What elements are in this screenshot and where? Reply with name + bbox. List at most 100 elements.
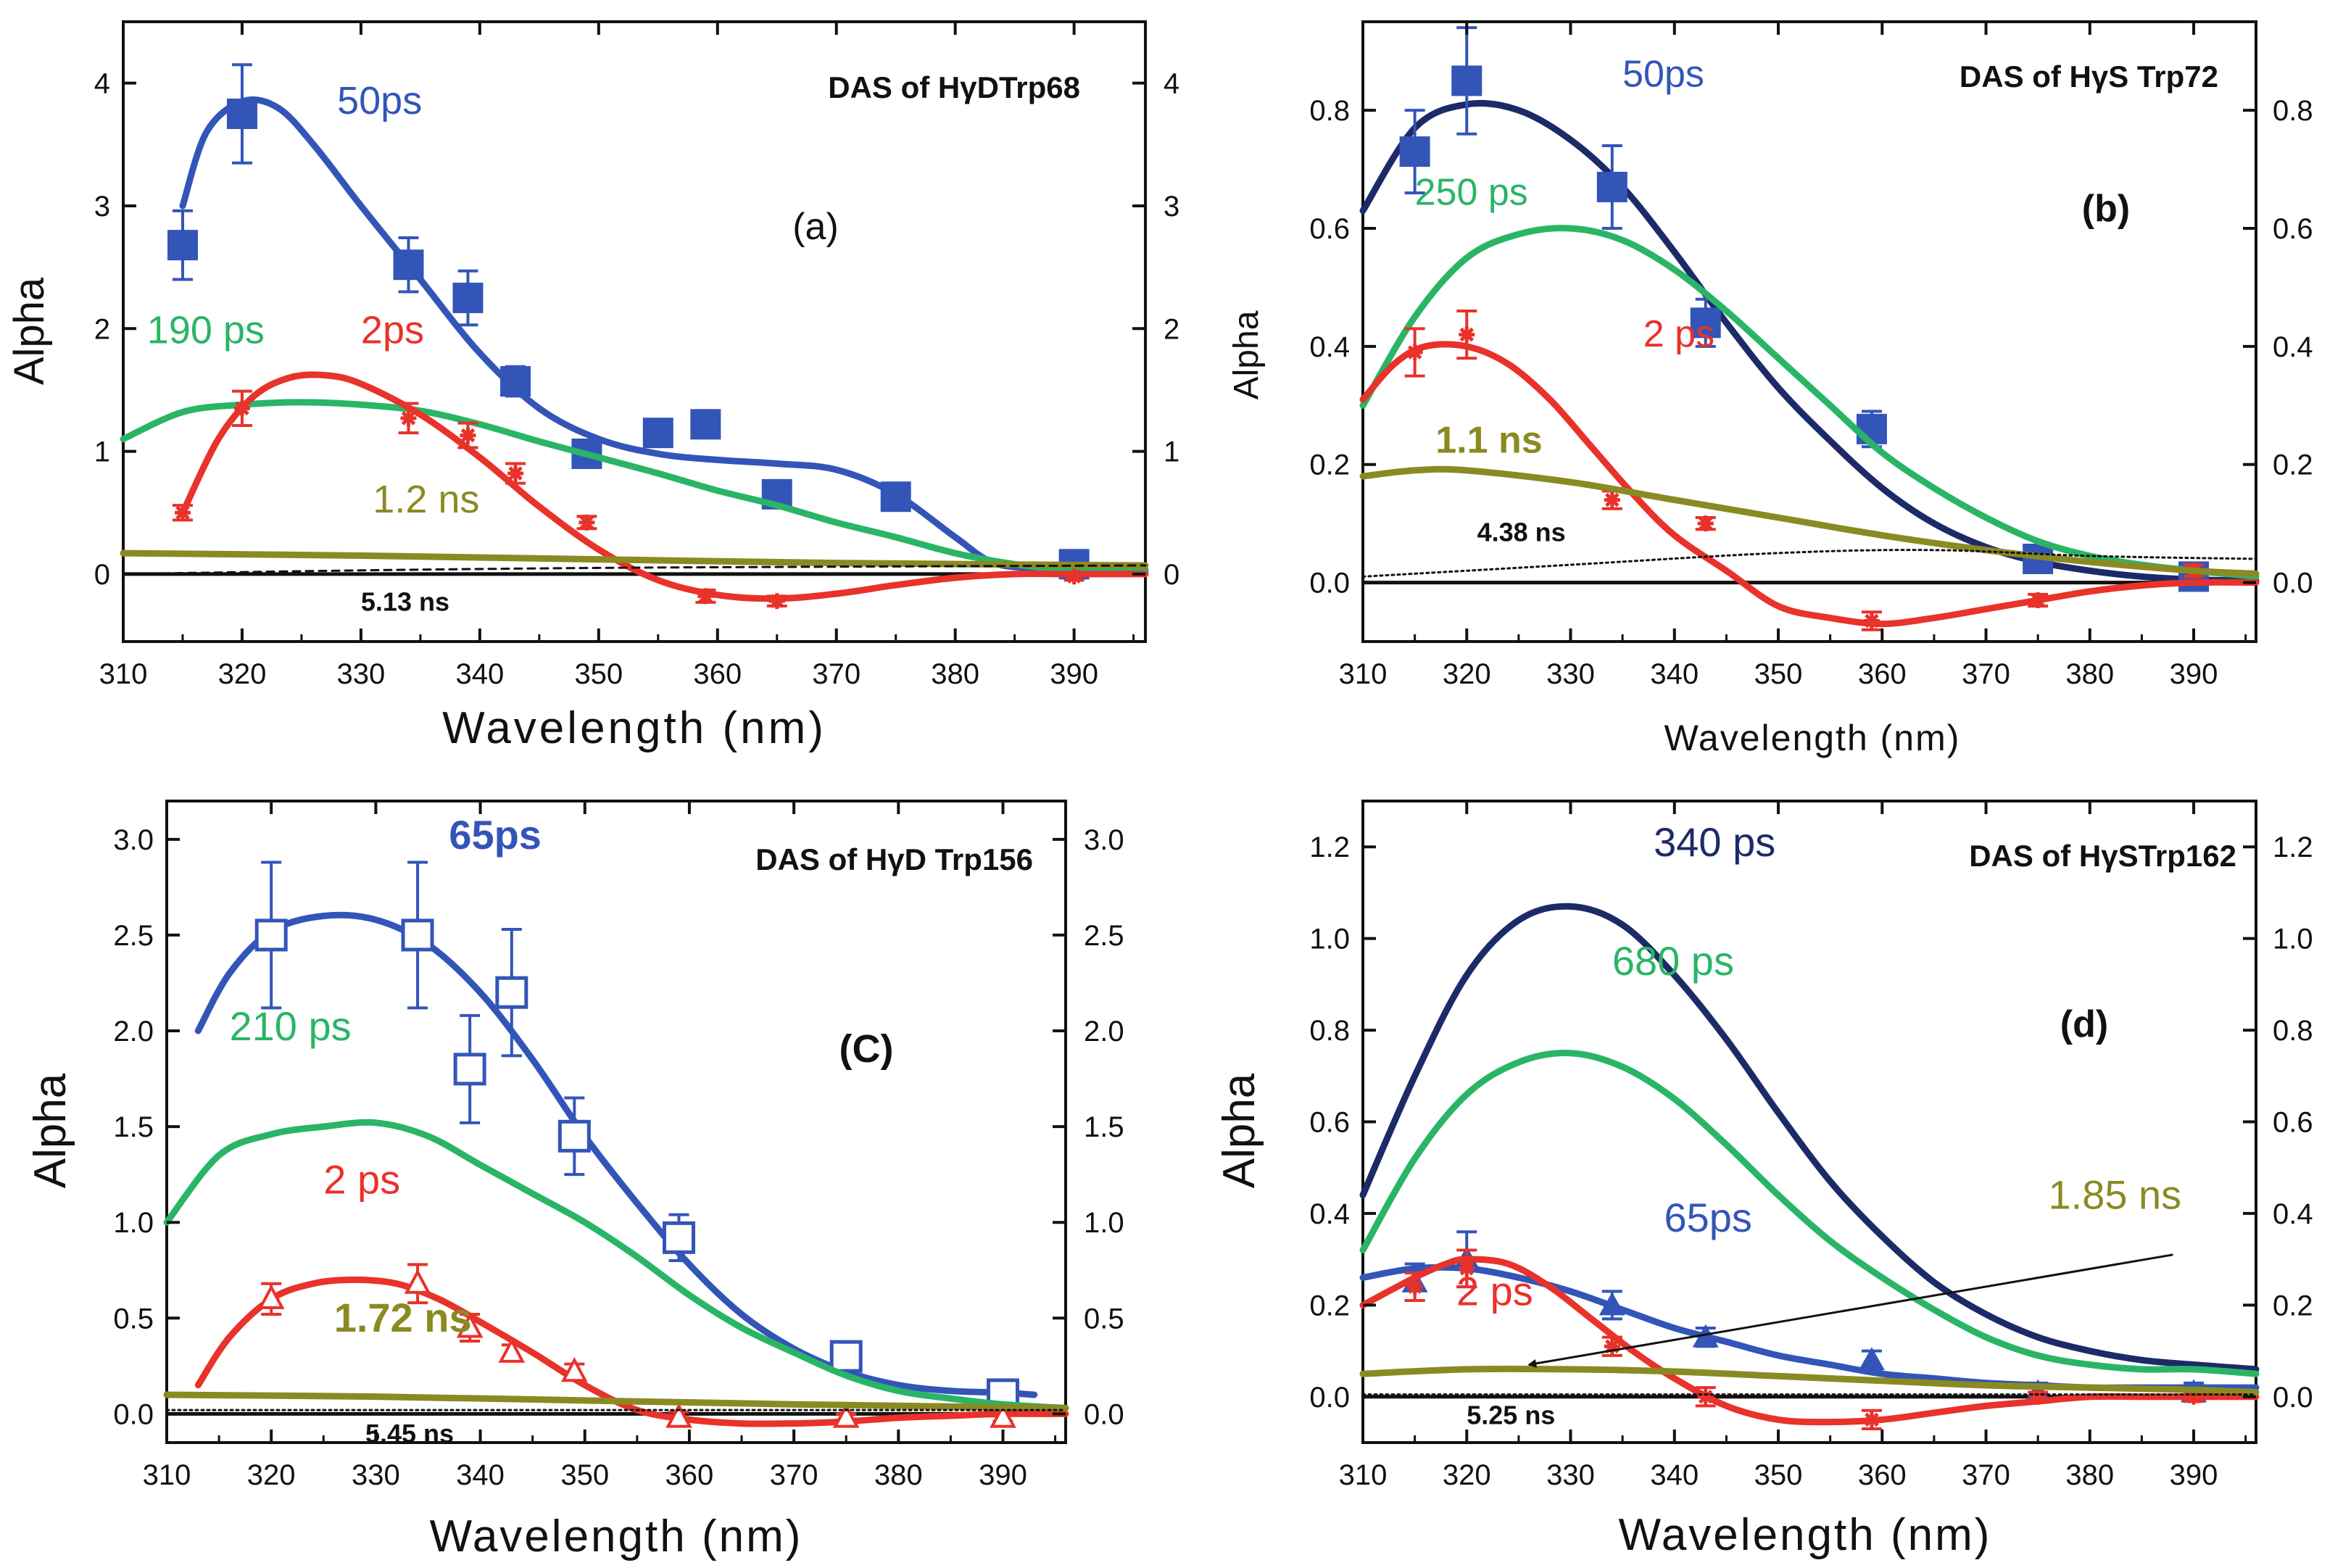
data-point [495, 976, 528, 1009]
series-label: 50ps [1622, 54, 1704, 96]
y-tick-label: 1 [94, 436, 110, 468]
panel-label: (d) [2060, 1003, 2108, 1045]
x-tick-label: 310 [1339, 1459, 1388, 1491]
x-tick-label: 310 [143, 1459, 191, 1491]
x-tick-label: 340 [455, 658, 504, 690]
data-point [257, 1284, 285, 1309]
data-point [1604, 1338, 1620, 1355]
series-label: 5.45 ns [365, 1419, 454, 1448]
data-point [498, 1337, 526, 1363]
x-tick-label: 310 [1339, 658, 1388, 690]
data-point [1863, 1411, 1880, 1428]
data-point [1598, 1292, 1625, 1316]
y-tick-label: 0.8 [1309, 1015, 1350, 1047]
series-label: 250 ps [1415, 171, 1528, 213]
series-label: 4.38 ns [1477, 518, 1566, 547]
y-tick-label-right: 0.4 [2273, 331, 2313, 363]
series-line-1.85-ns [1359, 1365, 2260, 1395]
x-axis-label: Wavelength (nm) [430, 1511, 803, 1561]
y-tick-label-right: 2.5 [1084, 920, 1124, 952]
x-tick-label: 390 [979, 1459, 1027, 1491]
y-tick-label-right: 0.0 [1084, 1398, 1124, 1430]
data-point [1596, 172, 1627, 202]
x-axis-label: Wavelength (nm) [1619, 1510, 1992, 1560]
x-tick-label: 320 [1443, 658, 1491, 690]
series-line-680-ps [1359, 1050, 2260, 1377]
series-line-65ps [194, 911, 1038, 1398]
x-tick-label: 380 [2065, 658, 2114, 690]
data-point [1406, 344, 1423, 360]
marks-layer: 50ps 250 ps 2 ps 1.1 ns 4.38 ns [1359, 26, 2260, 631]
series-line-1.2-ns [120, 549, 1149, 569]
x-tick-label: 350 [1754, 658, 1803, 690]
data-point [1459, 326, 1475, 343]
y-tick-label: 1.0 [1309, 924, 1350, 955]
y-tick-label: 0 [94, 559, 110, 591]
y-tick-label: 2.5 [113, 920, 154, 952]
x-tick-label: 330 [1546, 658, 1595, 690]
plot-frame [122, 20, 1147, 643]
data-point [1406, 1279, 1423, 1295]
series-label: 190 ps [147, 309, 265, 352]
x-tick-label: 390 [1050, 658, 1098, 690]
y-tick-label-right: 3.0 [1084, 824, 1124, 856]
y-tick-label-right: 1 [1164, 436, 1179, 468]
x-tick-label: 380 [874, 1459, 923, 1491]
x-tick-label: 380 [2065, 1459, 2114, 1491]
data-point [1858, 1347, 1885, 1371]
series-label: 2 ps [1643, 313, 1714, 355]
y-tick-label-right: 0.4 [2273, 1198, 2313, 1230]
data-point [460, 427, 476, 444]
y-tick-label-right: 0.8 [2273, 1015, 2313, 1047]
series-line-2-ps [1359, 341, 2260, 628]
axes-layer: 310 320 330 340 350 360 370 380 390 0.0 0.0 0.2 0.2 0… [1309, 801, 2313, 1491]
plot-frame [165, 800, 1067, 1444]
annotation-arrow [1527, 1253, 2173, 1368]
y-tick-label-right: 1.5 [1084, 1111, 1124, 1143]
data-point [400, 410, 417, 426]
data-point [1697, 515, 1714, 532]
y-axis-label: Alpha [1214, 1073, 1264, 1188]
series-line-1.1-ns [1359, 465, 2260, 577]
x-tick-label: 390 [2170, 1459, 2218, 1491]
data-point [1856, 413, 1887, 444]
data-point [507, 465, 524, 482]
data-point [1459, 1260, 1475, 1277]
data-point [557, 1119, 591, 1153]
series-label: 340 ps [1654, 819, 1775, 865]
data-point [663, 1221, 696, 1254]
axes-layer: 310 320 330 340 350 360 370 380 390 0 0 1 1 2 2 3 3 4 4 [94, 22, 1179, 690]
y-tick-label: 0.2 [1309, 449, 1350, 481]
series-line-190-ps [120, 399, 1149, 575]
y-tick-label: 1.0 [113, 1207, 154, 1239]
y-tick-label-right: 1.0 [1084, 1207, 1124, 1239]
data-point [453, 1053, 486, 1086]
data-point [1697, 1388, 1714, 1405]
x-axis-label: Wavelength (nm) [442, 703, 826, 753]
y-tick-label: 3.0 [113, 824, 154, 856]
series-label: 1.72 ns [334, 1295, 472, 1340]
x-tick-label: 320 [247, 1459, 296, 1491]
chart-title: DAS of HγS Trp72 [1960, 59, 2218, 94]
series-label: 2 ps [323, 1157, 400, 1203]
x-tick-label: 350 [560, 1459, 609, 1491]
y-tick-label-right: 0.0 [2273, 568, 2313, 600]
y-tick-label-right: 0.2 [2273, 1290, 2313, 1322]
series-line-340-ps [1359, 903, 2260, 1373]
y-tick-label: 0.2 [1309, 1290, 1350, 1322]
y-tick-label-right: 0.6 [2273, 213, 2313, 245]
x-tick-label: 340 [456, 1459, 505, 1491]
data-point [832, 1403, 860, 1428]
y-axis-label: Alpha [1227, 310, 1266, 399]
y-tick-label: 1.2 [1309, 831, 1350, 863]
series-label: 5.25 ns [1467, 1401, 1555, 1430]
y-tick-label: 2.0 [113, 1016, 154, 1048]
data-point [690, 409, 721, 440]
series-line-4.38-ns [1361, 549, 2257, 578]
x-tick-label: 380 [931, 658, 979, 690]
data-point [1604, 491, 1620, 508]
x-tick-label: 370 [812, 658, 861, 690]
x-tick-label: 350 [1754, 1459, 1803, 1491]
plot-frame [1361, 800, 2257, 1444]
y-tick-label-right: 0.0 [2273, 1382, 2313, 1414]
